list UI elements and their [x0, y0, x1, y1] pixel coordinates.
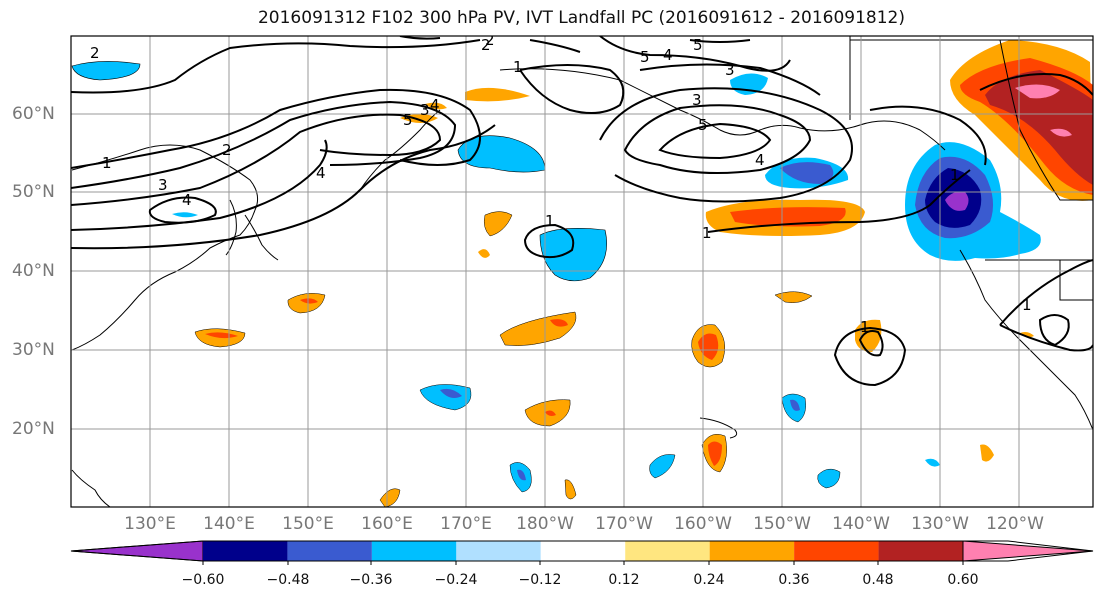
colorbar-cell: [371, 541, 457, 561]
lon-label: 170°E: [440, 514, 492, 534]
lon-label: 140°E: [203, 514, 255, 534]
colorbar-tick-label: −0.60: [181, 572, 225, 588]
contour-label: 3: [725, 61, 735, 79]
colorbar-cell: [709, 541, 795, 561]
lon-label: 130°W: [911, 514, 969, 534]
colorbar-cell: [203, 541, 288, 561]
contour-label: 1: [1022, 296, 1032, 314]
contour-label: 4: [755, 151, 765, 169]
colorbar-cell: [794, 541, 879, 561]
colorbar-cell: [540, 541, 626, 561]
lon-label: 160°W: [674, 514, 732, 534]
contour-label: 3: [420, 101, 430, 119]
colorbar-cell: [70, 540, 204, 562]
contour-label: 1: [102, 154, 112, 172]
lon-label: 150°E: [282, 514, 334, 534]
contour-label: 1: [513, 58, 523, 76]
contour-label: 5: [693, 36, 703, 54]
contour-label: 2: [222, 141, 232, 159]
lon-label: 130°E: [124, 514, 176, 534]
colorbar-tick-label: −0.48: [266, 572, 310, 588]
lon-label: 120°W: [986, 514, 1044, 534]
contour-label: 3: [692, 91, 702, 109]
map-title: 2016091312 F102 300 hPa PV, IVT Landfall…: [257, 8, 905, 28]
lat-label: 30°N: [12, 340, 55, 360]
contour-label: 5: [698, 116, 708, 134]
contour-label: 2: [481, 36, 491, 54]
colorbar-tick-label: −0.12: [518, 572, 562, 588]
contour-label: 1: [860, 318, 870, 336]
contour-label: 4: [663, 46, 673, 64]
lon-label: 180°W: [516, 514, 574, 534]
lat-label: 40°N: [12, 261, 55, 281]
lat-label: 20°N: [12, 419, 55, 439]
contour-label: 4: [316, 164, 326, 182]
colorbar-tick-label: 0.36: [778, 572, 810, 588]
shading: [71, 40, 1093, 507]
contour-label: 5: [640, 48, 650, 66]
contour-label: 1: [950, 166, 960, 184]
coastlines: [71, 36, 1093, 507]
pv-contours: [71, 36, 1093, 387]
lat-label: 50°N: [12, 182, 55, 202]
contour-label: 1: [545, 212, 555, 230]
contour-labels: 2 1 2 3 4 2 4 1 5 5 5 3 3 4 4 1 1 1 1 1 …: [90, 31, 1032, 336]
colorbar-cell: [878, 541, 963, 561]
lon-label: 140°W: [832, 514, 890, 534]
lon-label: 150°W: [753, 514, 811, 534]
lon-label: 160°E: [361, 514, 413, 534]
colorbar-cell: [962, 540, 1094, 562]
lon-label: 170°W: [595, 514, 653, 534]
colorbar-tick-label: 0.24: [693, 572, 725, 588]
contour-label: 3: [158, 176, 168, 194]
contour-label: 4: [430, 96, 440, 114]
graticule: [71, 36, 1093, 507]
contour-label: 2: [90, 44, 100, 62]
colorbar-cell: [456, 541, 541, 561]
colorbar-tick-label: 0.12: [608, 572, 640, 588]
colorbar-cell: [625, 541, 710, 561]
colorbar-tick-label: 0.60: [947, 572, 979, 588]
contour-label: 2: [485, 31, 495, 49]
colorbar-tick-label: 0.48: [862, 572, 894, 588]
contour-label: 5: [403, 111, 413, 129]
lat-label: 60°N: [12, 104, 55, 124]
colorbar-tick-label: −0.24: [434, 572, 478, 588]
colorbar-cell: [287, 541, 372, 561]
contour-label: 1: [702, 224, 712, 242]
colorbar-tick-label: −0.36: [349, 572, 393, 588]
contour-label: 4: [182, 191, 192, 209]
